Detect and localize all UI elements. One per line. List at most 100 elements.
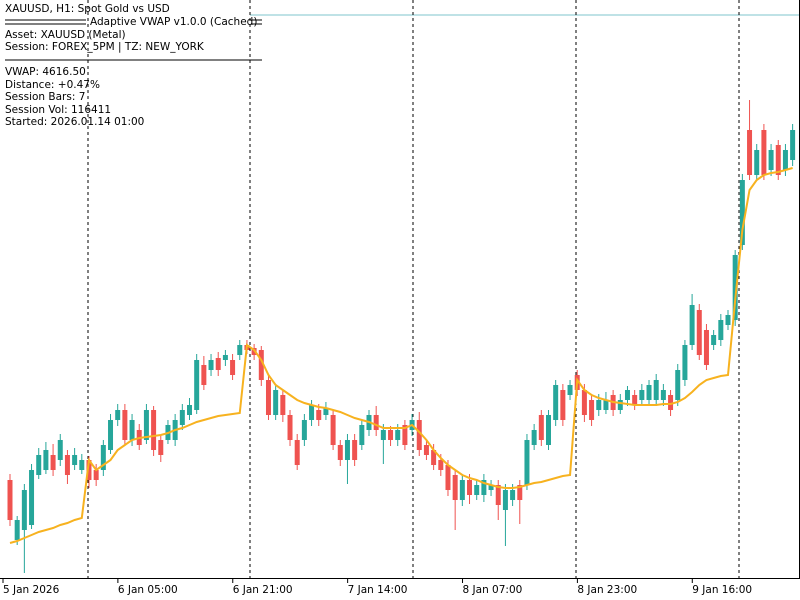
- candle-body: [581, 390, 587, 415]
- candle-body: [64, 455, 70, 475]
- candle-body: [129, 420, 135, 440]
- candle-body: [732, 255, 738, 320]
- candle-body: [467, 480, 473, 495]
- x-tick-label: 8 Jan 23:00: [577, 584, 637, 596]
- panel-title: Adaptive VWAP v1.0.0 (Cached): [90, 16, 257, 28]
- candle-body: [488, 485, 494, 490]
- candle-body: [510, 490, 516, 500]
- candle-body: [14, 520, 20, 540]
- vwap-line: [9, 167, 793, 544]
- panel-line: Asset: XAUUSD (Metal): [5, 29, 126, 41]
- candle-body: [495, 485, 501, 505]
- x-tick-label: 9 Jan 16:00: [692, 584, 752, 596]
- candle-body: [265, 380, 271, 415]
- candle-body: [423, 445, 429, 455]
- candle-body: [589, 400, 595, 420]
- candle-body: [122, 410, 128, 440]
- candle-body: [86, 460, 92, 480]
- panel-line: Session: FOREX_5PM | TZ: NEW_YORK: [5, 41, 205, 53]
- panel-stat: Session Vol: 116411: [5, 104, 111, 116]
- candle-body: [646, 385, 652, 400]
- candle-body: [502, 490, 508, 510]
- candle-body: [57, 440, 63, 460]
- candle-body: [280, 395, 286, 415]
- candle-body: [538, 415, 544, 440]
- candle-body: [639, 390, 645, 400]
- candle-body: [115, 410, 121, 420]
- candle-body: [474, 485, 480, 495]
- candle-body: [143, 410, 149, 440]
- candle-body: [273, 390, 279, 415]
- candle-body: [100, 445, 106, 470]
- candle-body: [703, 330, 709, 365]
- candle-body: [7, 480, 13, 520]
- candle-body: [689, 305, 695, 345]
- candle-body: [747, 130, 753, 175]
- candle-body: [517, 485, 523, 500]
- candle-body: [158, 440, 164, 455]
- candle-body: [452, 475, 458, 500]
- candle-body: [380, 430, 386, 440]
- candle-body: [359, 425, 365, 445]
- candle-body: [29, 470, 35, 525]
- candle-body: [352, 440, 358, 460]
- candle-body: [201, 365, 207, 385]
- candle-body: [596, 400, 602, 410]
- candle-body: [230, 360, 236, 375]
- candle-body: [739, 180, 745, 245]
- candle-body: [445, 465, 451, 490]
- candle-body: [696, 310, 702, 355]
- chart-title: XAUUSD, H1: Spot Gold vs USD: [5, 3, 170, 15]
- candle-body: [108, 420, 114, 450]
- x-tick-label: 8 Jan 07:00: [463, 584, 523, 596]
- panel-stat: VWAP: 4616.50: [5, 66, 86, 78]
- candle-body: [309, 405, 315, 420]
- candle-body: [459, 480, 465, 500]
- candle-body: [344, 440, 350, 460]
- candle-body: [711, 335, 717, 345]
- candle-body: [660, 390, 666, 400]
- candle-body: [179, 410, 185, 425]
- x-tick-label: 6 Jan 05:00: [118, 584, 178, 596]
- candle-body: [294, 440, 300, 465]
- candle-body: [668, 395, 674, 410]
- candle-body: [790, 130, 796, 160]
- candle-body: [50, 455, 56, 470]
- candle-body: [617, 400, 623, 410]
- candle-body: [531, 430, 537, 445]
- candle-body: [524, 440, 530, 485]
- candle-body: [725, 315, 731, 325]
- candle-body: [337, 445, 343, 460]
- candle-body: [402, 425, 408, 445]
- candle-body: [316, 410, 322, 420]
- candle-body: [388, 430, 394, 440]
- candle-body: [79, 460, 85, 470]
- candle-body: [632, 395, 638, 405]
- candle-body: [761, 130, 767, 175]
- candle-body: [768, 150, 774, 170]
- candle-body: [208, 360, 214, 370]
- indicator-panel: XAUUSD, H1: Spot Gold vs USD Adaptive VW…: [5, 3, 262, 128]
- x-tick-label: 7 Jan 14:00: [348, 584, 408, 596]
- candle-body: [187, 405, 192, 415]
- candle-body: [395, 430, 401, 440]
- candle-body: [675, 370, 681, 400]
- candle-body: [93, 470, 99, 480]
- candle-body: [323, 408, 329, 415]
- candle-body: [194, 360, 200, 410]
- candle-body: [330, 415, 336, 445]
- candle-body: [546, 415, 551, 445]
- candle-body: [653, 380, 659, 400]
- candle-body: [416, 420, 422, 450]
- candle-body: [754, 150, 760, 175]
- candle-body: [624, 390, 630, 400]
- candle-body: [567, 385, 573, 395]
- candle-body: [775, 145, 781, 175]
- plot: [7, 100, 796, 573]
- candle-body: [222, 355, 228, 360]
- candle-body: [431, 450, 437, 465]
- candle-body: [301, 420, 307, 440]
